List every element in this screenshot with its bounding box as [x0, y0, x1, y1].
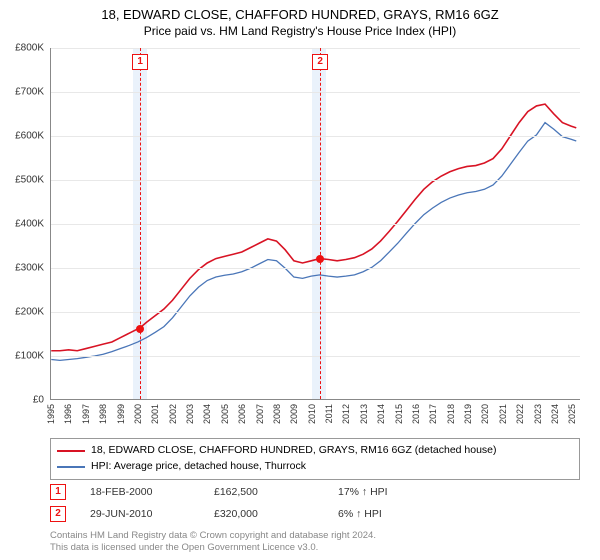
x-tick-label: 2011 — [324, 404, 334, 423]
x-tick-label: 2012 — [341, 404, 351, 424]
x-tick-label: 2022 — [515, 404, 525, 424]
chart-marker-box: 1 — [132, 54, 148, 70]
sale-index-box: 2 — [50, 506, 66, 522]
x-tick-label: 2009 — [289, 404, 299, 424]
legend-swatch-price-paid — [57, 450, 85, 452]
x-tick-label: 2023 — [533, 404, 543, 424]
legend-swatch-hpi — [57, 466, 85, 468]
sale-date: 18-FEB-2000 — [90, 486, 190, 498]
footnote-line: This data is licensed under the Open Gov… — [50, 542, 318, 553]
legend: 18, EDWARD CLOSE, CHAFFORD HUNDRED, GRAY… — [50, 438, 580, 480]
x-tick-label: 2021 — [498, 404, 508, 424]
y-tick-label: £800K — [0, 43, 44, 54]
x-tick-label: 2002 — [168, 404, 178, 424]
sale-row-1: 1 18-FEB-2000 £162,500 17% ↑ HPI — [50, 484, 580, 500]
x-tick-label: 2005 — [220, 404, 230, 424]
sale-index-box: 1 — [50, 484, 66, 500]
x-tick-label: 2015 — [394, 404, 404, 424]
y-tick-label: £200K — [0, 307, 44, 318]
sale-note: 6% ↑ HPI — [338, 508, 438, 520]
sale-price: £162,500 — [214, 486, 314, 498]
chart-marker-dot — [136, 325, 144, 333]
x-tick-label: 2016 — [411, 404, 421, 424]
x-tick-label: 2019 — [463, 404, 473, 424]
x-tick-label: 2025 — [567, 404, 577, 424]
x-tick-label: 2024 — [550, 404, 560, 424]
chart-marker-dot — [316, 255, 324, 263]
sale-price: £320,000 — [214, 508, 314, 520]
x-tick-label: 1996 — [63, 404, 73, 424]
x-tick-label: 2000 — [133, 404, 143, 424]
y-tick-label: £100K — [0, 351, 44, 362]
x-tick-label: 1999 — [116, 404, 126, 424]
x-tick-label: 2020 — [480, 404, 490, 424]
x-tick-label: 2006 — [237, 404, 247, 424]
chart-marker-box: 2 — [312, 54, 328, 70]
x-tick-label: 2013 — [359, 404, 369, 424]
chart-container: 18, EDWARD CLOSE, CHAFFORD HUNDRED, GRAY… — [0, 0, 600, 560]
x-tick-label: 2018 — [446, 404, 456, 424]
x-tick-label: 2007 — [255, 404, 265, 424]
legend-label-hpi: HPI: Average price, detached house, Thur… — [91, 459, 306, 475]
legend-row-hpi: HPI: Average price, detached house, Thur… — [57, 459, 573, 475]
y-tick-label: £700K — [0, 87, 44, 98]
x-tick-label: 2014 — [376, 404, 386, 424]
y-tick-label: £600K — [0, 131, 44, 142]
x-tick-label: 2003 — [185, 404, 195, 424]
x-tick-label: 1998 — [98, 404, 108, 424]
x-tick-label: 2001 — [150, 404, 160, 424]
chart-subtitle: Price paid vs. HM Land Registry's House … — [0, 24, 600, 42]
x-tick-label: 1995 — [46, 404, 56, 424]
chart-title: 18, EDWARD CLOSE, CHAFFORD HUNDRED, GRAY… — [0, 0, 600, 24]
sale-note: 17% ↑ HPI — [338, 486, 438, 498]
y-tick-label: £400K — [0, 219, 44, 230]
x-tick-label: 2017 — [428, 404, 438, 424]
plot-area: 12 — [50, 48, 580, 400]
y-tick-label: £500K — [0, 175, 44, 186]
x-tick-label: 2010 — [307, 404, 317, 424]
legend-label-price-paid: 18, EDWARD CLOSE, CHAFFORD HUNDRED, GRAY… — [91, 443, 497, 459]
x-tick-label: 1997 — [81, 404, 91, 424]
legend-row-price-paid: 18, EDWARD CLOSE, CHAFFORD HUNDRED, GRAY… — [57, 443, 573, 459]
sale-row-2: 2 29-JUN-2010 £320,000 6% ↑ HPI — [50, 506, 580, 522]
x-tick-label: 2004 — [202, 404, 212, 424]
x-tick-label: 2008 — [272, 404, 282, 424]
sale-date: 29-JUN-2010 — [90, 508, 190, 520]
footnote: Contains HM Land Registry data © Crown c… — [50, 530, 580, 555]
series-line-price_paid — [51, 104, 576, 351]
y-tick-label: £300K — [0, 263, 44, 274]
series-line-hpi — [51, 123, 576, 361]
y-tick-label: £0 — [0, 395, 44, 406]
footnote-line: Contains HM Land Registry data © Crown c… — [50, 530, 376, 541]
